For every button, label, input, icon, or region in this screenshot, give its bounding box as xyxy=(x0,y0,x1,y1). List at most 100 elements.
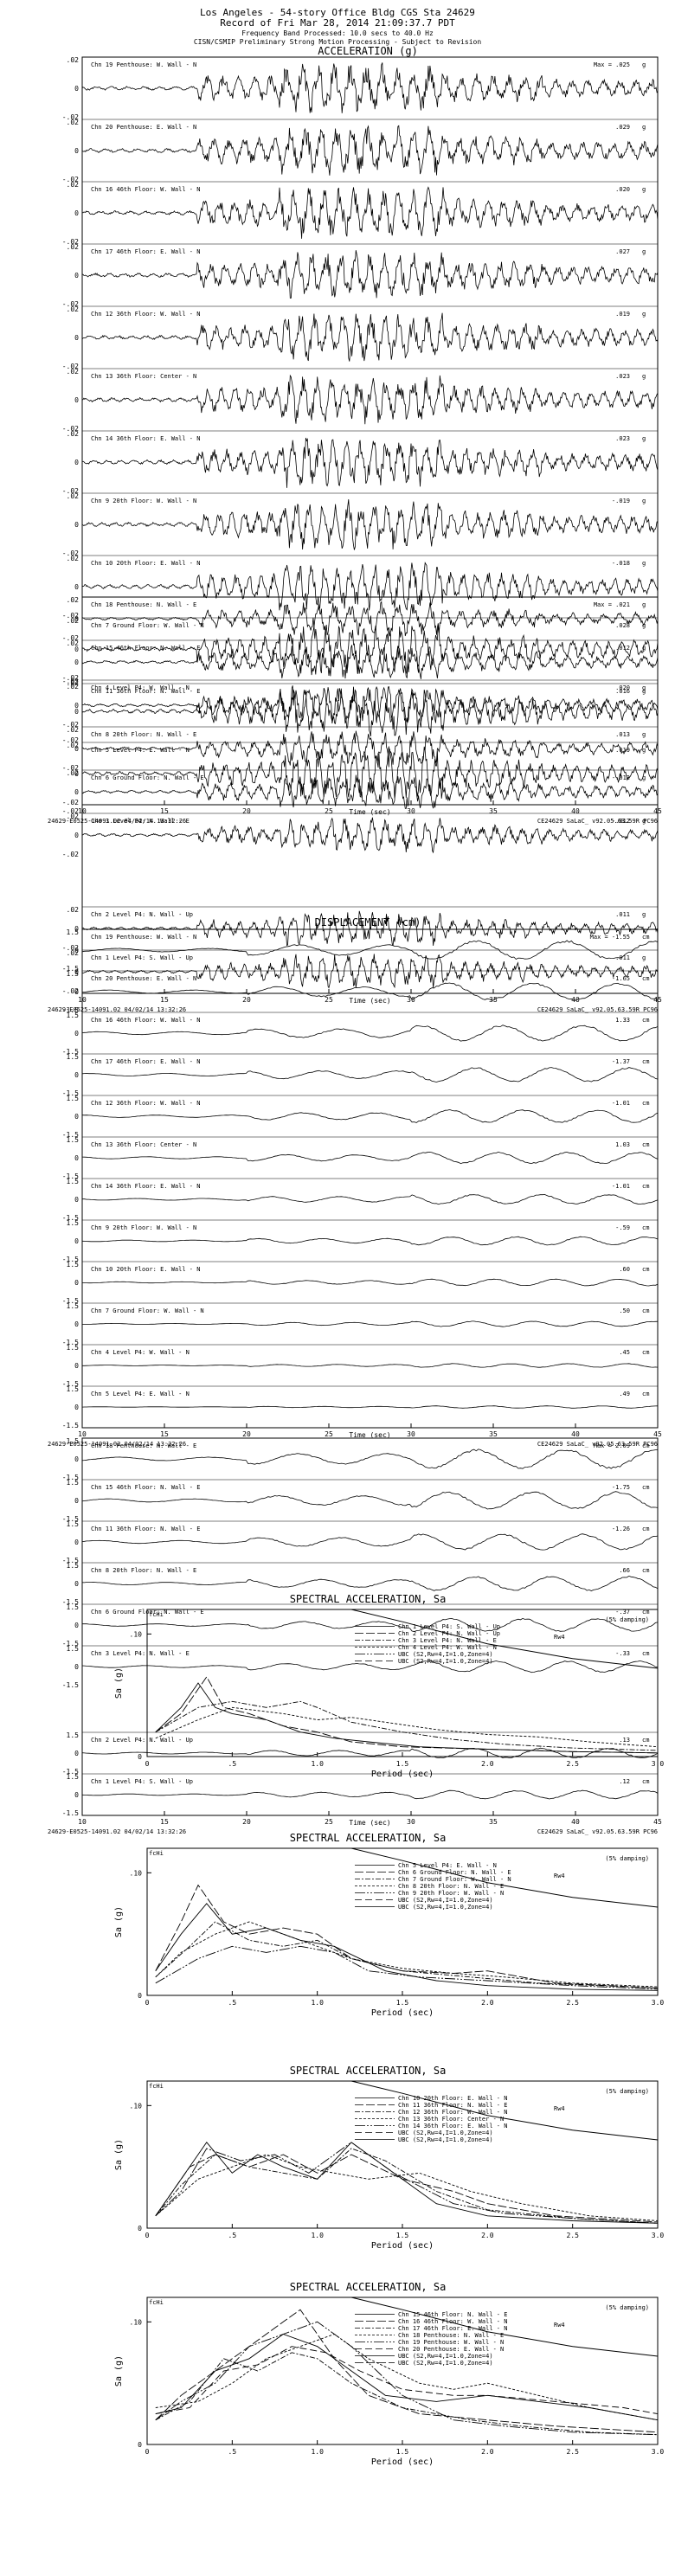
channel-trace xyxy=(81,730,659,766)
channel-units: g xyxy=(642,601,646,608)
channel-label: Chn 20 Penthouse: E. Wall - N xyxy=(91,124,196,131)
spectrum-series xyxy=(155,2148,659,2224)
x-tick-label: 15 xyxy=(160,1818,169,1826)
channel-label: Chn 8 20th Floor: N. Wall - E xyxy=(91,1567,196,1574)
y-tick-label: .02 xyxy=(67,368,80,376)
legend-entry: Chn 1 Level P4: S. Wall - Up xyxy=(398,1623,500,1630)
y-tick-label: 0 xyxy=(74,1362,79,1370)
channel-trace xyxy=(81,686,659,723)
y-tick-label: 1.5 xyxy=(67,1136,80,1144)
spectrum-series xyxy=(155,1676,659,1754)
y-tick-label: .10 xyxy=(130,1630,143,1638)
channel-max-value: .60 xyxy=(619,1266,630,1273)
y-tick-label: .02 xyxy=(67,742,80,749)
channel-units: cm xyxy=(642,1307,649,1314)
channel-max-value: Max = .021 xyxy=(594,601,630,608)
acceleration-title: ACCELERATION (g) xyxy=(318,45,418,57)
ubc-design-curve xyxy=(300,1609,659,1669)
channel-max-value: -1.26 xyxy=(612,1526,630,1532)
channel-trace xyxy=(81,774,659,809)
y-tick-label: 0 xyxy=(74,85,79,93)
spectrum-series xyxy=(155,2154,659,2223)
legend-entry: Chn 9 20th Floor: W. Wall - N xyxy=(398,1890,504,1897)
y-tick-label: -1.5 xyxy=(62,1422,79,1429)
legend-entry: UBC (S2,Rw=4,I=1.0,Zone=4) xyxy=(398,2353,493,2360)
legend-entry: UBC (S2,Rw=4,I=1.0,Zone=4) xyxy=(398,2360,493,2367)
y-tick-label: 1.5 xyxy=(67,928,80,936)
channel-label: Chn 16 46th Floor: W. Wall - N xyxy=(91,1017,200,1024)
y-tick-label: -1.5 xyxy=(62,1474,79,1481)
channel-trace xyxy=(81,645,659,679)
spectrum-series xyxy=(155,1921,659,1988)
channel-trace xyxy=(81,817,659,854)
header-line-1: Los Angeles - 54-story Office Bldg CGS S… xyxy=(200,7,475,18)
channel-max-value: .013 xyxy=(615,731,630,738)
channel-max-value: -1.75 xyxy=(612,1484,630,1491)
x-tick-label: 10 xyxy=(78,1430,87,1438)
y-tick-label: 0 xyxy=(138,1992,142,2000)
channel-units: cm xyxy=(642,934,649,941)
channel-units: cm xyxy=(642,1017,649,1024)
legend-entry: Chn 16 46th Floor: W. Wall - N xyxy=(398,2318,507,2325)
channel-trace xyxy=(81,125,659,176)
y-tick-label: 0 xyxy=(74,658,79,666)
y-tick-label: 0 xyxy=(74,646,79,653)
y-tick-label: -1.5 xyxy=(62,1089,79,1097)
spectrum-series xyxy=(155,2333,659,2421)
channel-trace xyxy=(81,1025,659,1042)
channel-max-value: -.33 xyxy=(615,1650,630,1657)
channel-units: g xyxy=(642,622,646,629)
y-tick-label: -.02 xyxy=(62,799,79,806)
channel-label: Chn 12 36th Floor: W. Wall - N xyxy=(91,311,200,318)
y-tick-label: 1.5 xyxy=(67,1520,80,1528)
y-tick-label: 0 xyxy=(74,583,79,591)
channel-trace xyxy=(82,954,659,989)
x-tick-label: 30 xyxy=(407,1818,415,1826)
legend-entry: Chn 14 36th Floor: E. Wall - N xyxy=(398,2123,507,2130)
x-tick-label: 1.0 xyxy=(311,1999,324,2007)
y-tick-label: -.02 xyxy=(62,721,79,729)
x-tick-label: 2.5 xyxy=(566,1760,579,1768)
channel-trace xyxy=(81,374,659,425)
footer-id: 24629-E0525-14091.02 04/02/14 13:32:26 xyxy=(48,1441,186,1448)
y-tick-label: -.02 xyxy=(62,113,79,121)
damping-note: (5% damping) xyxy=(605,2088,649,2095)
rw4-label: Rw4 xyxy=(554,2322,565,2329)
channel-label: Chn 1 Level P4: S. Wall - Up xyxy=(91,1778,193,1785)
y-tick-label: .02 xyxy=(67,492,80,500)
y-tick-label: -.02 xyxy=(62,944,79,952)
x-tick-label: 40 xyxy=(571,807,580,815)
channel-units: cm xyxy=(642,1442,649,1449)
channel-max-value: .023 xyxy=(615,435,630,442)
spectrum-series xyxy=(155,1682,659,1754)
channel-label: Chn 1 Level P4: S. Wall - Up xyxy=(91,954,193,961)
y-tick-label: .02 xyxy=(67,305,80,313)
channel-units: g xyxy=(642,747,646,754)
spectral-title: SPECTRAL ACCELERATION, Sa xyxy=(290,1593,447,1605)
spectrum-series xyxy=(155,2154,659,2221)
spectrum-series xyxy=(155,2352,659,2436)
x-tick-label: 25 xyxy=(325,1818,333,1826)
channel-units: g xyxy=(642,124,646,131)
channel-trace xyxy=(81,1151,659,1165)
channel-label: Chn 6 Ground Floor: N. Wall - E xyxy=(91,774,204,781)
y-tick-label: .02 xyxy=(67,430,80,438)
y-tick-label: 1.5 xyxy=(67,1731,80,1739)
y-tick-label: 0 xyxy=(74,1750,79,1757)
channel-label: Chn 3 Level P4: N. Wall - E xyxy=(91,1650,190,1657)
x-tick-label: .5 xyxy=(228,2448,237,2456)
channel-units: g xyxy=(642,560,646,567)
channel-max-value: -.012 xyxy=(612,774,630,781)
x-axis-label: Time (sec) xyxy=(349,1431,390,1439)
x-axis-label: Time (sec) xyxy=(349,1819,390,1827)
channel-max-value: .011 xyxy=(615,954,630,961)
spectrum-series xyxy=(155,1884,659,1988)
y-tick-label: 0 xyxy=(74,702,79,710)
x-tick-label: 1.0 xyxy=(311,2232,324,2239)
spectral-title: SPECTRAL ACCELERATION, Sa xyxy=(290,2281,447,2293)
channel-trace xyxy=(81,250,659,299)
channel-label: Chn 7 Ground Floor: W. Wall - N xyxy=(91,1307,204,1314)
channel-trace xyxy=(81,1789,659,1800)
y-tick-label: 0 xyxy=(74,708,79,716)
y-tick-label: 0 xyxy=(74,832,79,839)
